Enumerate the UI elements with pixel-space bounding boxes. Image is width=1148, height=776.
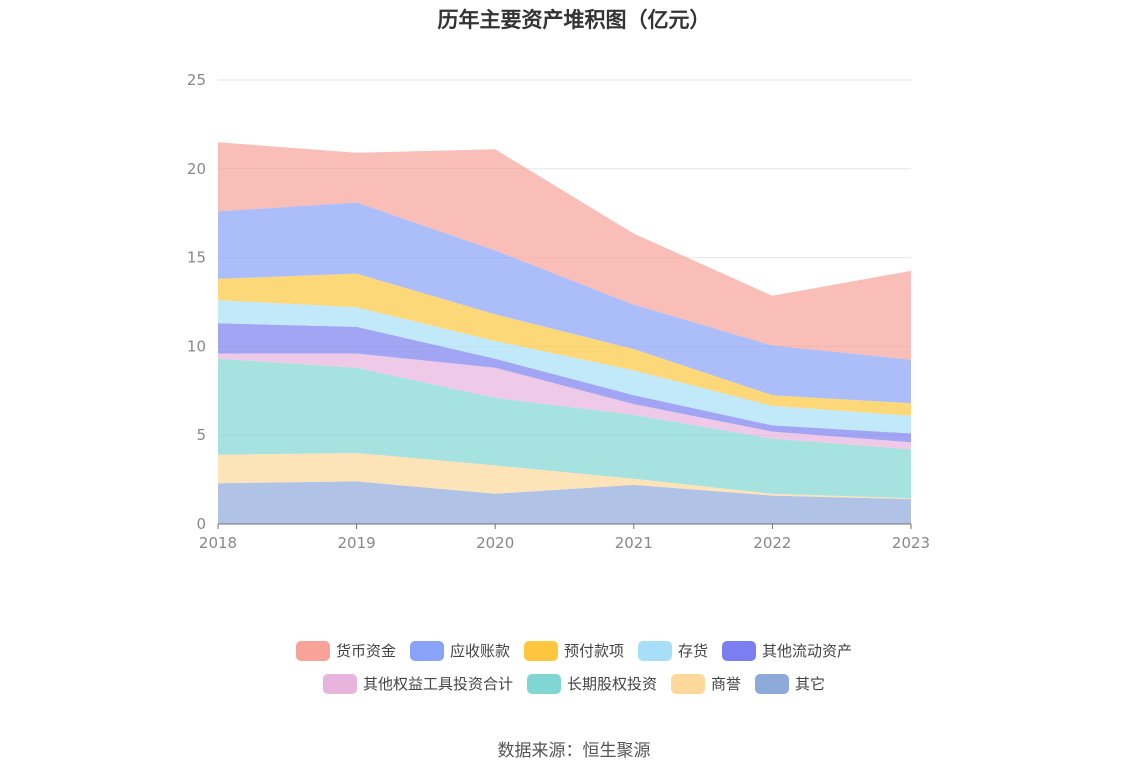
legend-swatch <box>409 640 444 661</box>
y-tick-label: 15 <box>187 249 206 267</box>
legend-swatch <box>671 673 705 694</box>
legend-label: 预付款项 <box>563 642 624 660</box>
area-其他权益工具投资合计 <box>218 353 911 450</box>
legend-label: 应收账款 <box>449 642 510 660</box>
y-tick-label: 25 <box>187 71 206 89</box>
legend-swatch <box>523 640 558 661</box>
data-source-note: 数据来源：恒生聚源 <box>497 741 651 761</box>
x-tick-label: 2019 <box>338 534 376 552</box>
legend-swatch <box>322 673 357 694</box>
legend-item[interactable]: 货币资金 <box>295 640 396 661</box>
legend-label: 其它 <box>795 675 826 693</box>
stacked-area-chart: 0 5 10 15 20 25 2018 2019 2020 2021 2022 2023 <box>187 71 930 552</box>
legend-swatch <box>755 673 790 694</box>
legend-item[interactable]: 长期股权投资 <box>526 673 657 694</box>
x-tick-label: 2021 <box>615 534 653 552</box>
y-tick-label: 5 <box>196 426 206 444</box>
legend-item[interactable]: 其它 <box>755 673 825 694</box>
legend-swatch <box>638 640 672 661</box>
area-应收账款 <box>218 202 911 404</box>
y-tick-label: 20 <box>187 160 206 178</box>
legend-label: 存货 <box>678 642 709 660</box>
x-tick-label: 2020 <box>476 534 514 552</box>
y-tick-label: 0 <box>196 515 206 533</box>
chart-title: 历年主要资产堆积图（亿元） <box>437 8 711 32</box>
area-预付款项 <box>218 273 911 416</box>
area-其它 <box>218 481 911 524</box>
legend-swatch <box>526 673 561 694</box>
y-tick-label: 10 <box>187 337 206 355</box>
legend-label: 长期股权投资 <box>566 675 657 693</box>
area-货币资金 <box>218 142 911 360</box>
legend-label: 商誉 <box>711 675 742 693</box>
area-series <box>218 142 911 524</box>
legend-swatch <box>295 640 330 661</box>
legend-item[interactable]: 商誉 <box>671 673 741 694</box>
area-商誉 <box>218 453 911 500</box>
legend-row-1: 货币资金 应收账款 预付款项 存货 其他流动资产 <box>0 640 1148 661</box>
legend-row-2: 其他权益工具投资合计 长期股权投资 商誉 其它 <box>0 673 1148 694</box>
legend-item[interactable]: 其他流动资产 <box>722 640 852 661</box>
legend-label: 其他流动资产 <box>762 642 853 660</box>
x-tick-label: 2022 <box>753 534 791 552</box>
area-长期股权投资 <box>218 358 911 499</box>
x-tick-label: 2023 <box>892 534 930 552</box>
legend-label: 货币资金 <box>335 642 396 660</box>
legend-item[interactable]: 存货 <box>638 640 708 661</box>
legend-item[interactable]: 预付款项 <box>523 640 624 661</box>
legend-label: 其他权益工具投资合计 <box>362 675 513 693</box>
area-其他流动资产 <box>218 323 911 443</box>
legend-item[interactable]: 应收账款 <box>409 640 510 661</box>
x-tick-label: 2018 <box>199 534 237 552</box>
legend-swatch <box>722 640 757 661</box>
area-存货 <box>218 300 911 434</box>
axes: 0 5 10 15 20 25 2018 2019 2020 2021 2022 2023 <box>187 71 930 552</box>
legend-item[interactable]: 其他权益工具投资合计 <box>322 673 513 694</box>
